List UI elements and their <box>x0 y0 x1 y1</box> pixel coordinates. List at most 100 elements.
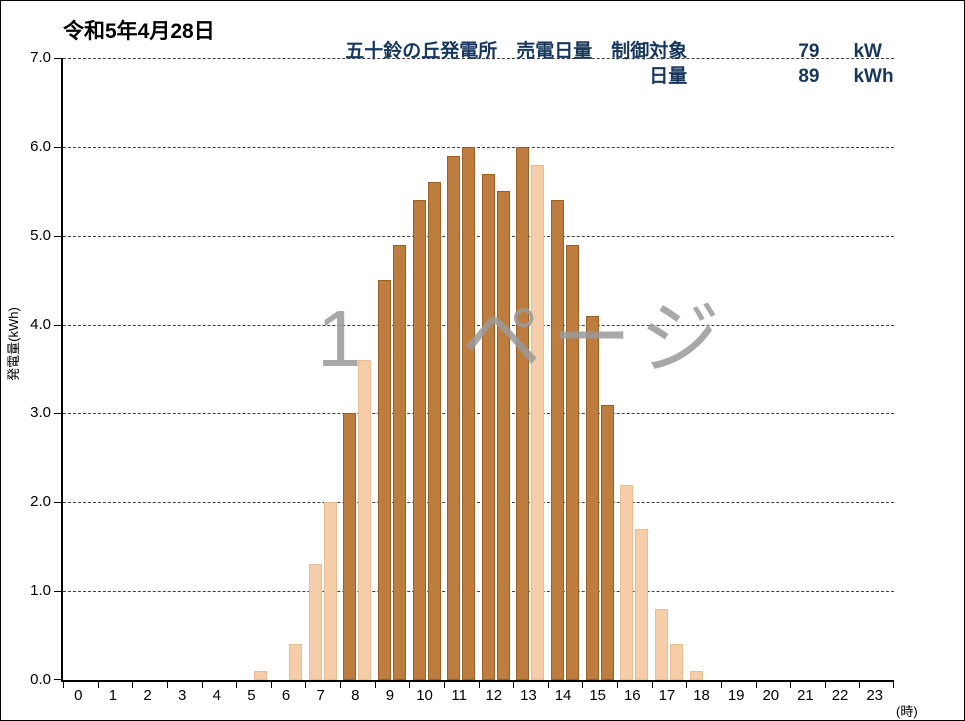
x-tick-label: 21 <box>797 687 814 704</box>
y-tick-label: 5.0 <box>30 226 51 244</box>
gridline <box>63 324 894 326</box>
x-tick <box>547 682 549 688</box>
x-tick-label: 6 <box>281 687 291 704</box>
y-axis-labels: 0.0 1.0 2.0 3.0 4.0 5.0 6.0 7.0 <box>1 49 57 688</box>
x-tick <box>409 682 411 688</box>
x-tick <box>859 682 861 688</box>
x-tick <box>63 682 64 688</box>
bar-controlled <box>462 147 476 680</box>
bar-controlled <box>516 147 530 680</box>
x-axis-unit: (時) <box>896 704 918 719</box>
x-tick <box>617 682 618 688</box>
y-tick <box>54 235 61 237</box>
y-tick <box>54 502 61 504</box>
bar-controlled <box>343 413 357 680</box>
bar-uncontrolled <box>689 671 703 680</box>
y-tick <box>54 58 61 59</box>
x-tick <box>236 682 238 688</box>
x-tick-label: 10 <box>416 687 433 704</box>
page-number-watermark: 1 ページ <box>317 294 730 383</box>
x-tick-label: 4 <box>212 687 221 704</box>
gridline <box>63 146 894 148</box>
plant-title: 五十鈴の丘発電所 売電日量 制御対象 <box>345 41 688 62</box>
gridline <box>63 235 894 237</box>
x-tick-label: 12 <box>485 687 503 704</box>
bar-controlled <box>427 182 441 680</box>
bar-controlled <box>600 405 614 680</box>
header-row-daily-total: 日量 89 kWh <box>319 64 929 89</box>
bar-controlled <box>566 245 580 680</box>
x-tick-label: 0 <box>74 687 83 704</box>
x-tick-label: 3 <box>178 687 187 704</box>
gridline <box>63 413 894 415</box>
x-tick <box>132 682 134 688</box>
x-tick <box>97 682 99 688</box>
bar-uncontrolled <box>654 609 668 680</box>
x-tick-label: 7 <box>316 687 325 704</box>
x-tick-label: 2 <box>143 687 152 704</box>
x-tick-label: 1 <box>108 687 118 704</box>
x-tick-label: 18 <box>693 687 710 704</box>
daily-total-unit: kWh <box>853 66 894 87</box>
y-tick <box>54 146 61 148</box>
bar-controlled <box>377 280 391 680</box>
bar-uncontrolled <box>635 529 649 680</box>
x-tick-label: 20 <box>762 687 780 704</box>
control-target-unit: kW <box>853 41 882 62</box>
y-tick-label: 3.0 <box>30 404 51 422</box>
bar-uncontrolled <box>531 165 545 680</box>
x-tick-label: 23 <box>866 687 884 704</box>
bar-uncontrolled <box>358 360 372 680</box>
x-tick <box>824 682 826 688</box>
gridline <box>63 591 894 593</box>
control-target-value: 79 <box>798 41 820 62</box>
bar-uncontrolled <box>323 502 337 680</box>
x-tick <box>374 682 376 688</box>
bar-uncontrolled <box>620 485 634 680</box>
x-tick <box>166 682 168 688</box>
bar-uncontrolled <box>289 644 303 680</box>
x-tick <box>720 682 722 688</box>
header-row-control-target: 五十鈴の丘発電所 売電日量 制御対象 79 kW <box>319 39 929 64</box>
report-date: 令和5年4月28日 <box>63 20 215 43</box>
x-tick-label: 5 <box>247 687 256 704</box>
y-tick-label: 1.0 <box>30 582 51 600</box>
bar-controlled <box>551 200 565 680</box>
x-tick-label: 13 <box>520 687 537 704</box>
y-tick-label: 2.0 <box>30 493 51 511</box>
x-tick <box>201 682 203 688</box>
bar-controlled <box>585 316 599 680</box>
daily-total-label: 日量 <box>649 66 688 87</box>
x-tick <box>755 682 757 688</box>
x-tick-label: 22 <box>831 687 849 704</box>
x-tick <box>651 682 653 688</box>
report-header: 五十鈴の丘発電所 売電日量 制御対象 79 kW 日量 89 kWh <box>319 39 929 89</box>
gridline <box>63 58 894 59</box>
y-tick <box>54 324 61 326</box>
gridline <box>63 502 894 504</box>
bar-controlled <box>481 174 495 680</box>
bar-uncontrolled <box>254 671 268 680</box>
bar-controlled <box>412 200 426 680</box>
x-tick <box>305 682 307 688</box>
x-axis-labels: 0 1 2 3 4 5 6 7 8 9 10 11 12 13 14 15 16 17 18 19 20 21 22 23 <box>61 687 892 707</box>
y-tick-label: 6.0 <box>30 137 51 155</box>
x-tick-label: 8 <box>351 687 360 704</box>
x-tick <box>686 682 688 688</box>
x-tick <box>340 682 341 688</box>
x-tick <box>582 682 584 688</box>
x-tick <box>893 682 894 688</box>
x-tick <box>478 682 480 688</box>
y-tick-label: 0.0 <box>30 671 51 688</box>
x-tick <box>513 682 515 688</box>
x-tick-label: 9 <box>385 687 395 704</box>
x-tick <box>443 682 445 688</box>
y-tick <box>54 591 61 593</box>
x-tick-label: 17 <box>658 687 676 704</box>
bar-uncontrolled <box>308 564 322 680</box>
x-tick-label: 15 <box>589 687 607 704</box>
y-tick-label: 7.0 <box>30 49 51 66</box>
x-tick-label: 19 <box>727 687 745 704</box>
x-tick <box>790 682 792 688</box>
x-tick-label: 11 <box>451 687 467 704</box>
